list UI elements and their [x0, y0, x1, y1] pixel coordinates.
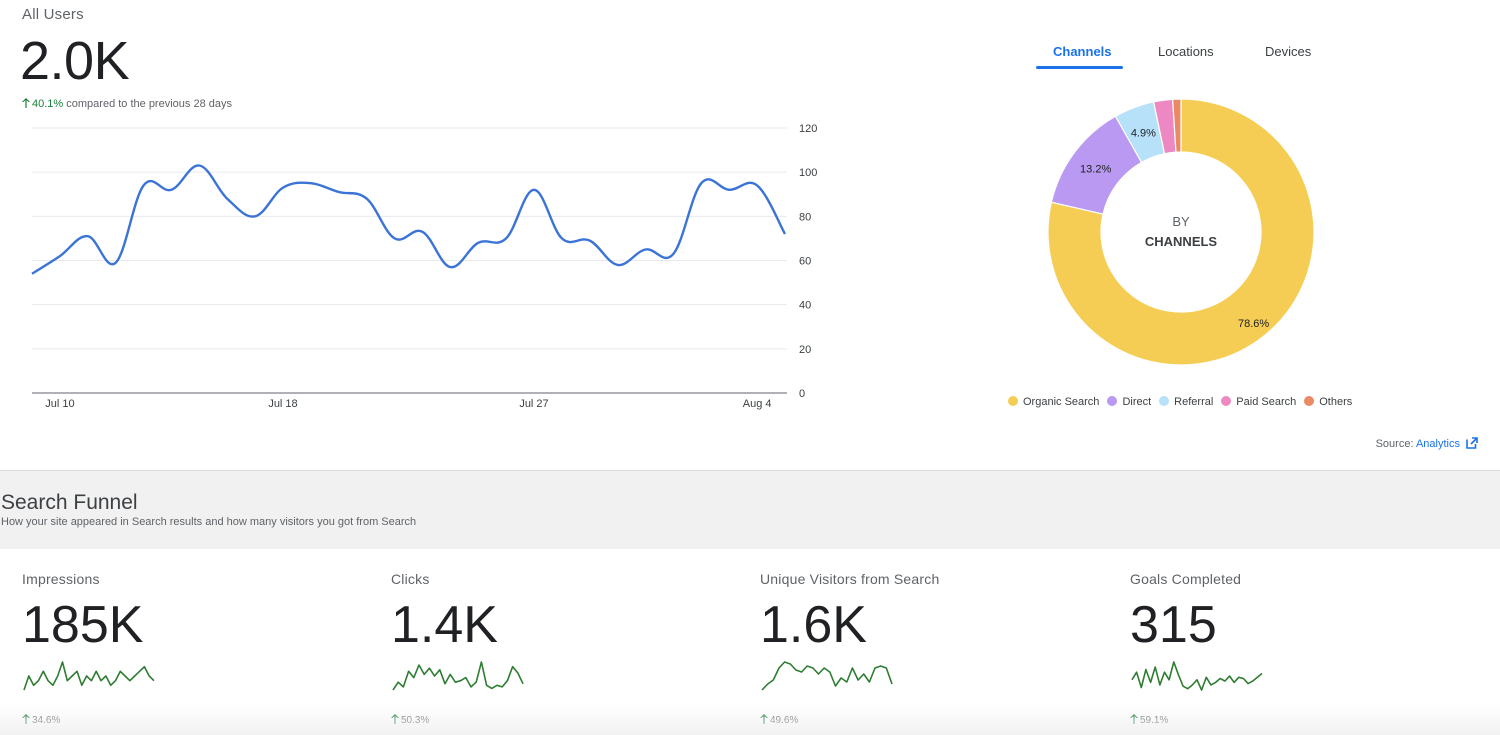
y-tick-label: 0: [799, 388, 805, 400]
y-tick-label: 40: [799, 300, 811, 312]
legend-item[interactable]: Direct: [1107, 396, 1151, 408]
slice-label: 13.2%: [1080, 163, 1111, 175]
legend-item[interactable]: Referral: [1159, 396, 1213, 408]
metric-value: 315: [1130, 596, 1217, 654]
external-link-icon[interactable]: [1466, 437, 1478, 449]
metric-title: Clicks: [391, 571, 430, 587]
metric-goals-completed: Goals Completed 315 59.1%: [1130, 549, 1490, 735]
sparkline-line: [23, 661, 155, 691]
search-funnel-subtitle: How your site appeared in Search results…: [1, 516, 417, 528]
sparkline-line: [761, 661, 893, 691]
metric-delta: 50.3%: [391, 714, 429, 726]
legend-swatch: [1304, 396, 1315, 406]
y-tick-label: 100: [799, 167, 817, 179]
metric-delta-percent: 34.6%: [32, 715, 61, 726]
x-tick-label: Aug 4: [743, 398, 772, 410]
channels-donut-chart: 78.6% 13.2% 4.9% BY CHANNELS: [1047, 98, 1315, 366]
search-funnel-title: Search Funnel: [1, 491, 138, 514]
tab-devices[interactable]: Devices: [1265, 44, 1312, 59]
legend-item[interactable]: Paid Search: [1221, 396, 1296, 408]
legend-label: Others: [1319, 396, 1353, 408]
all-users-delta: 40.1% compared to the previous 28 days: [22, 98, 232, 110]
donut-center-label: BY: [1172, 214, 1190, 229]
legend-item[interactable]: Others: [1304, 396, 1352, 408]
users-line-chart: 0 20 40 60 80 100 120 Jul 10 Jul 18 Jul 27 Aug 4: [31, 123, 817, 410]
sparkline: [392, 661, 524, 691]
metric-delta-percent: 50.3%: [401, 715, 430, 726]
metric-delta: 59.1%: [1130, 714, 1168, 726]
legend-label: Direct: [1122, 396, 1152, 408]
donut-slice[interactable]: [1172, 98, 1182, 153]
legend-label: Organic Search: [1023, 396, 1100, 408]
arrow-up-icon: [22, 98, 30, 108]
legend-label: Paid Search: [1236, 396, 1297, 408]
legend-swatch: [1159, 396, 1170, 406]
legend-swatch: [1008, 396, 1018, 406]
metric-value: 1.4K: [391, 596, 498, 654]
metric-delta-percent: 49.6%: [770, 715, 799, 726]
arrow-up-icon: [391, 714, 399, 724]
breakdown-tabs: Channels Locations Devices: [1020, 40, 1350, 70]
source-note: Source: Analytics: [1376, 437, 1478, 450]
tab-channels[interactable]: Channels: [1053, 44, 1112, 59]
series-line: [31, 164, 787, 275]
y-tick-label: 80: [799, 211, 811, 223]
tab-locations[interactable]: Locations: [1158, 44, 1214, 59]
all-users-title: All Users: [22, 6, 84, 23]
analytics-link[interactable]: Analytics: [1415, 438, 1460, 450]
metric-impressions: Impressions 185K 34.6%: [22, 549, 382, 735]
x-tick-label: Jul 27: [519, 398, 548, 410]
y-tick-label: 20: [799, 344, 811, 356]
x-tick-label: Jul 18: [268, 398, 297, 410]
y-tick-label: 60: [799, 256, 811, 268]
all-users-delta-text: compared to the previous 28 days: [66, 98, 232, 110]
metric-value: 1.6K: [760, 596, 867, 654]
donut-slice[interactable]: [1047, 98, 1315, 366]
source-label: Source:: [1375, 438, 1414, 450]
slice-label: 78.6%: [1238, 318, 1269, 330]
donut-center-label: CHANNELS: [1145, 234, 1218, 249]
y-tick-label: 120: [799, 123, 817, 135]
active-tab-indicator: [1036, 66, 1123, 69]
metric-delta-percent: 59.1%: [1140, 715, 1169, 726]
metric-title: Goals Completed: [1130, 571, 1242, 587]
metric-unique-visitors: Unique Visitors from Search 1.6K 49.6%: [760, 549, 1120, 735]
legend-swatch: [1107, 396, 1118, 406]
metric-title: Unique Visitors from Search: [760, 571, 940, 587]
legend-swatch: [1221, 396, 1232, 406]
all-users-value: 2.0K: [20, 31, 130, 91]
x-tick-label: Jul 10: [45, 398, 74, 410]
sparkline-line: [1131, 661, 1263, 691]
legend-item[interactable]: Organic Search: [1008, 396, 1099, 408]
legend-label: Referral: [1174, 396, 1214, 408]
metric-value: 185K: [22, 596, 144, 654]
donut-legend: Organic Search Direct Referral Paid Search O…: [1008, 396, 1360, 408]
all-users-delta-percent: 40.1%: [32, 98, 64, 110]
metric-delta: 49.6%: [760, 714, 798, 726]
arrow-up-icon: [22, 714, 30, 724]
all-users-card: All Users 2.0K 40.1% compared to the pre…: [0, 0, 1500, 471]
arrow-up-icon: [760, 714, 768, 724]
sparkline: [1131, 661, 1263, 691]
metric-clicks: Clicks 1.4K 50.3%: [391, 549, 751, 735]
sparkline: [761, 661, 893, 691]
sparkline: [23, 661, 155, 691]
slice-label: 4.9%: [1131, 127, 1156, 139]
metric-delta: 34.6%: [22, 714, 60, 726]
search-funnel-card: Impressions 185K 34.6% Clicks 1.4K 50.3%…: [0, 549, 1500, 735]
metric-title: Impressions: [22, 571, 100, 587]
sparkline-line: [392, 661, 524, 691]
arrow-up-icon: [1130, 714, 1138, 724]
